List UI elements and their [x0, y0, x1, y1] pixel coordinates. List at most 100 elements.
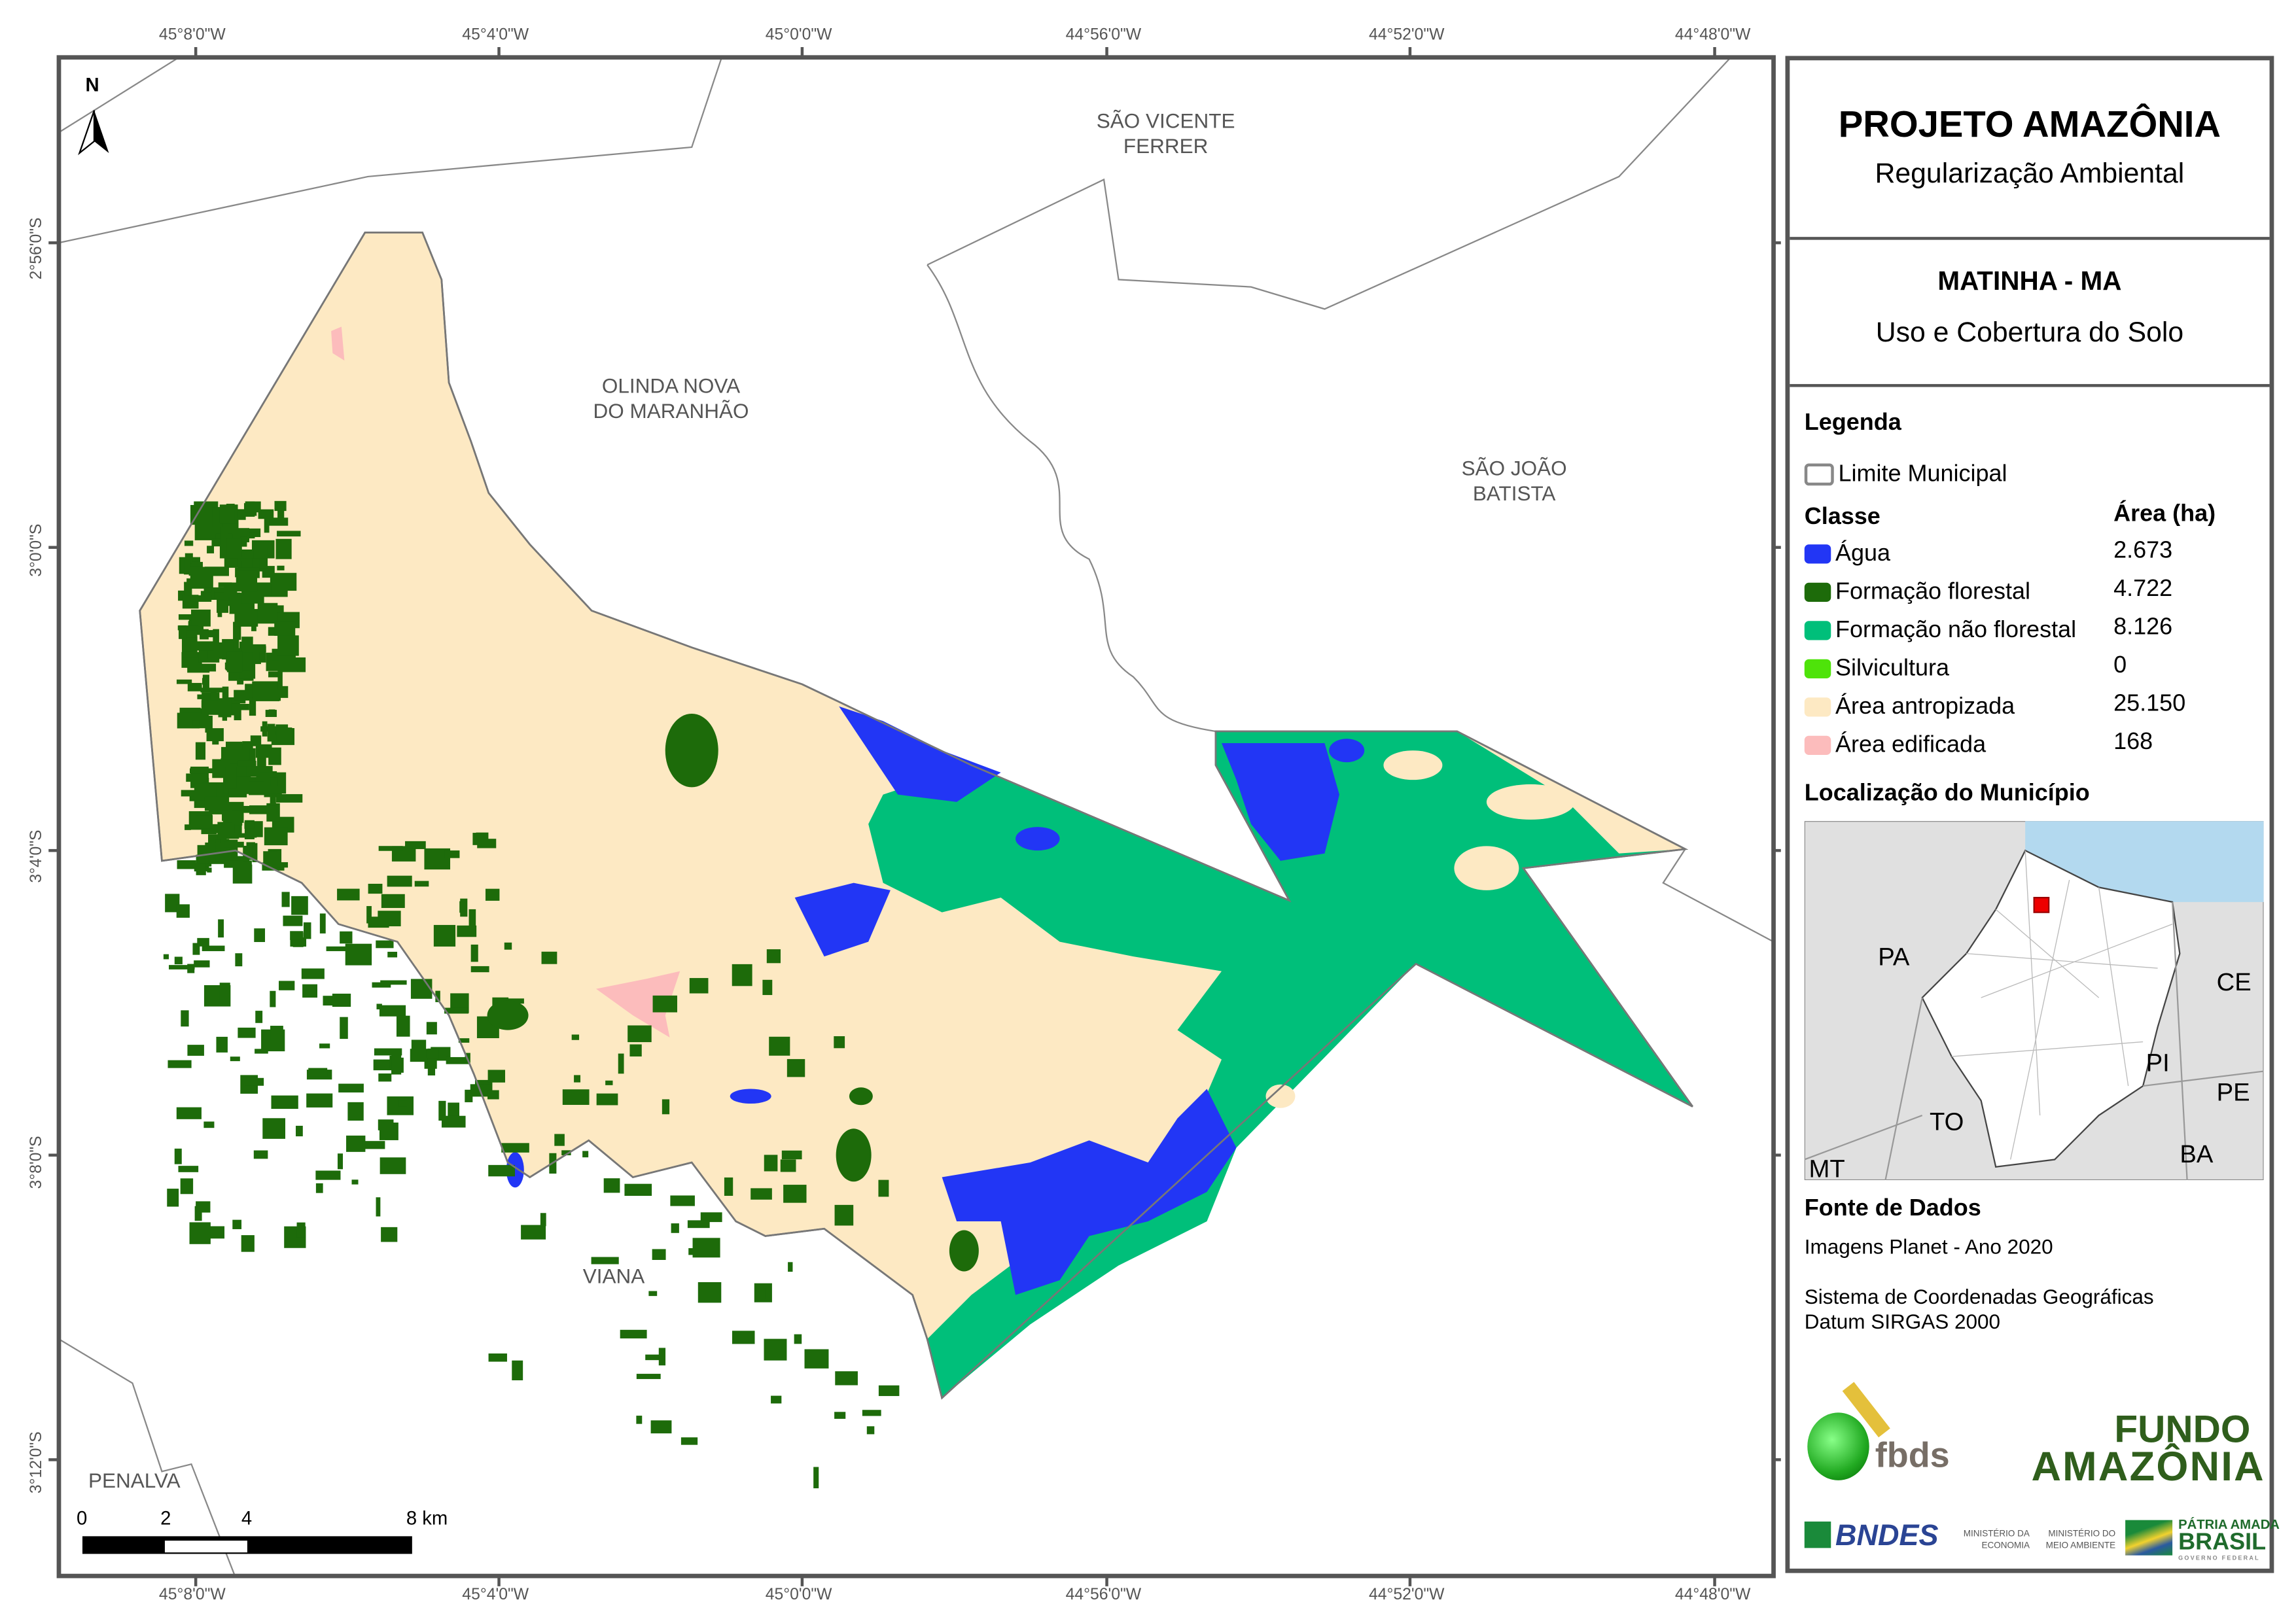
- forest-patch: [192, 943, 200, 955]
- forest-patch: [224, 557, 240, 568]
- municipality-block: MATINHA - MA Uso e Cobertura do Solo: [1790, 240, 2270, 387]
- forest-patch: [244, 822, 255, 829]
- forest-patch: [512, 1360, 523, 1381]
- forest-patch: [658, 1348, 666, 1366]
- forest-patch: [398, 1100, 408, 1107]
- forest-patch: [277, 502, 285, 518]
- state-borders: [1804, 901, 2264, 1181]
- source-line: Datum SIRGAS 2000: [1804, 1309, 2001, 1333]
- forest-patch: [277, 565, 285, 570]
- forest-patch: [387, 951, 398, 958]
- location-inset-map: [1804, 821, 2264, 1181]
- place-label-sao-joao-batista: SÃO JOÃO BATISTA: [1461, 456, 1567, 505]
- forest-patch: [210, 688, 217, 703]
- legend-class-item: Silvicultura: [1804, 656, 1949, 682]
- forest-patch: [174, 956, 183, 965]
- forest-patch: [405, 841, 426, 849]
- forest-patch: [376, 1197, 381, 1217]
- inset-state-label: CE: [2216, 968, 2252, 996]
- scale-label: 0: [76, 1507, 88, 1529]
- forest-patch: [185, 824, 191, 830]
- class-swatch: [1804, 621, 1831, 641]
- forest-patch: [232, 805, 256, 813]
- forest-patch: [163, 954, 169, 960]
- forest-patch: [226, 651, 243, 672]
- lon-tick: 44°56'0"W: [1065, 26, 1142, 44]
- forest-patch: [283, 915, 303, 926]
- forest-patch: [241, 1235, 255, 1252]
- forest-patch: [186, 773, 208, 782]
- forest-patch: [351, 1179, 359, 1185]
- lon-tick: 45°4'0"W: [462, 1586, 529, 1604]
- forest-patch: [234, 708, 241, 721]
- forest-patch: [319, 1043, 330, 1049]
- lon-tick: 45°8'0"W: [158, 1586, 226, 1604]
- forest-patch: [381, 1227, 398, 1242]
- forest-patch: [758, 1288, 766, 1299]
- class-label: Formação não florestal: [1835, 618, 2077, 643]
- forest-patch: [190, 567, 213, 588]
- forest-patch: [177, 625, 199, 631]
- forest-patch: [444, 1007, 468, 1014]
- forest-patch: [221, 758, 243, 764]
- forest-patch: [245, 1077, 264, 1086]
- tick-marks: [48, 46, 1781, 1586]
- forest-patch: [652, 1249, 666, 1260]
- location-title: Localização do Município: [1804, 781, 2090, 807]
- class-swatch: [1804, 583, 1831, 602]
- forest-patch: [187, 1045, 204, 1056]
- forest-patch: [184, 540, 194, 546]
- forest-patch: [257, 602, 278, 624]
- forest-patch: [205, 716, 213, 733]
- forest-patch: [203, 1121, 215, 1128]
- forest-patch: [249, 697, 256, 716]
- forest-patch: [255, 1011, 263, 1023]
- forest-patch: [783, 1185, 807, 1203]
- scale-label: 4: [241, 1507, 253, 1529]
- forest-patch: [780, 1159, 796, 1172]
- forest-patch: [411, 1039, 427, 1058]
- forest-patch: [332, 993, 351, 1007]
- class-area: 168: [2113, 729, 2153, 755]
- forest-patch: [627, 1025, 652, 1043]
- class-label: Água: [1835, 541, 1891, 567]
- forest-patch: [249, 805, 277, 814]
- forest-patch: [174, 1148, 182, 1164]
- forest-patch: [781, 1150, 802, 1160]
- source-line: Sistema de Coordenadas Geográficas: [1804, 1284, 2154, 1308]
- forest-patch: [225, 741, 243, 750]
- legend-class-item: Formação não florestal: [1804, 618, 2077, 644]
- forest-patch: [391, 1054, 402, 1075]
- forest-patch: [878, 1179, 889, 1197]
- forest-patch: [764, 1155, 778, 1172]
- forest-patch: [196, 815, 213, 829]
- inset-state-label: PI: [2146, 1049, 2170, 1077]
- municipal-boundary: [139, 232, 1693, 1400]
- forest-patch: [698, 1282, 722, 1303]
- forest-patch: [252, 843, 258, 862]
- forest-patch: [380, 1157, 406, 1174]
- forest-patch: [230, 582, 238, 602]
- forest-patch: [849, 1087, 873, 1106]
- forest-patch: [219, 983, 230, 1003]
- forest-patch: [268, 517, 289, 526]
- forest-patch: [243, 845, 250, 862]
- built-area: [596, 971, 680, 1038]
- area-header: Área (ha): [2113, 502, 2216, 527]
- forest-patch: [319, 913, 326, 934]
- map-canvas[interactable]: [0, 0, 1781, 1589]
- forest-patch: [347, 1102, 364, 1121]
- forest-patch: [169, 965, 195, 969]
- inset-state-label: MT: [1809, 1155, 1845, 1183]
- forest-patch: [165, 894, 180, 913]
- forest-patch: [378, 911, 401, 926]
- forest-patch: [574, 1075, 581, 1083]
- forest-patch: [192, 720, 200, 726]
- bndes-logo: BNDES: [1804, 1520, 1938, 1554]
- forest-patch: [788, 1262, 793, 1272]
- forest-patch: [178, 590, 186, 601]
- forest-patch: [217, 600, 236, 604]
- forest-patch: [301, 968, 325, 979]
- forest-patch: [680, 1437, 698, 1445]
- forest-patch: [216, 1036, 228, 1053]
